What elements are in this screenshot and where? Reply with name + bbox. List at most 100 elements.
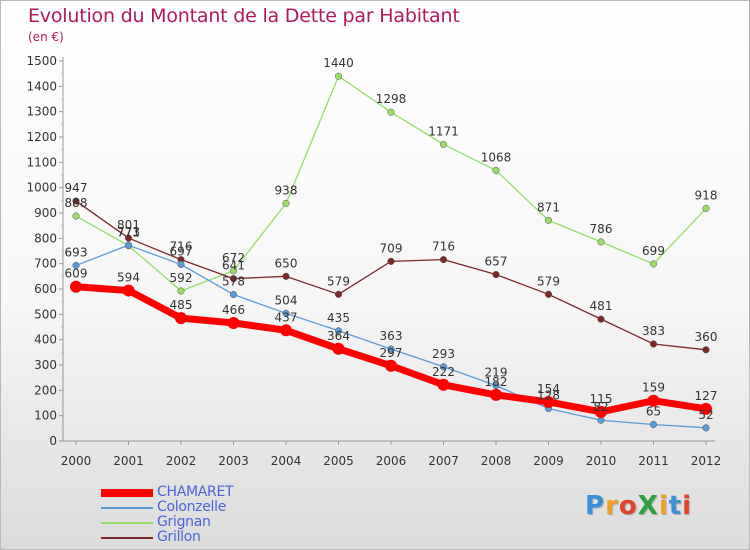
data-label: 128 [537, 389, 560, 403]
data-label: 65 [646, 405, 661, 419]
logo-letter: i [682, 491, 693, 521]
data-point [280, 324, 292, 337]
data-label: 297 [380, 346, 403, 360]
data-point [124, 234, 133, 242]
data-label: 504 [275, 293, 298, 307]
logo-letter: i [658, 491, 669, 521]
y-tick-label: 500 [34, 307, 57, 321]
x-tick-label: 2005 [323, 454, 354, 468]
data-point [492, 166, 500, 174]
data-label: 363 [380, 329, 403, 343]
data-point [492, 381, 500, 390]
data-point [439, 256, 448, 264]
data-label: 699 [642, 244, 665, 258]
y-tick-label: 1300 [26, 105, 57, 119]
y-tick-label: 700 [34, 257, 57, 271]
data-label: 466 [222, 303, 245, 317]
legend-label-grignan: Grignan [157, 514, 211, 530]
data-label: 383 [642, 324, 665, 338]
logo-letter: t [668, 491, 683, 521]
chart-title: Evolution du Montant de la Dette par Hab… [28, 5, 460, 27]
series-chamaret [70, 280, 712, 418]
data-label: 1298 [376, 92, 407, 106]
data-point [595, 405, 607, 418]
data-label: 154 [537, 382, 560, 396]
data-label: 579 [537, 274, 560, 288]
x-tick-label: 2008 [481, 454, 512, 468]
data-label: 773 [117, 225, 140, 239]
data-point [177, 287, 185, 295]
data-label: 888 [65, 196, 88, 210]
data-label: 594 [117, 271, 140, 285]
data-point [229, 291, 238, 299]
data-point [437, 378, 450, 391]
data-point [439, 140, 448, 148]
legend-swatch-chamaret [101, 489, 153, 497]
data-point [700, 402, 712, 415]
logo-letter: X [637, 491, 659, 521]
x-tick-label: 2011 [638, 454, 669, 468]
data-point [544, 216, 553, 224]
legend-swatch-colonzelle [101, 507, 153, 509]
data-label: 182 [485, 375, 508, 389]
data-point [229, 267, 238, 275]
legend-swatch-grillon [101, 537, 153, 539]
data-label: 52 [698, 408, 713, 422]
data-point [122, 284, 135, 297]
legend: CHAMARET Colonzelle Grignan Grillon [101, 484, 401, 545]
data-label: 364 [327, 329, 350, 343]
x-tick-label: 2003 [218, 454, 249, 468]
x-tick-label: 2004 [271, 454, 302, 468]
data-point [597, 416, 605, 424]
data-point [387, 345, 395, 353]
data-point [229, 275, 238, 283]
legend-item-colonzelle: Colonzelle [101, 499, 401, 515]
data-point [72, 261, 80, 269]
data-label: 485 [170, 298, 193, 312]
x-tick-label: 2002 [166, 454, 197, 468]
legend-item-grignan: Grignan [101, 514, 401, 530]
data-point [387, 257, 395, 265]
data-label: 693 [65, 245, 88, 259]
data-point [702, 346, 710, 354]
data-label: 1171 [428, 124, 459, 138]
logo-letter: P [585, 491, 606, 521]
chart-axes: 0 100 200 300 400 500 600 700 800 900 1000 1100 1200… [26, 54, 721, 468]
data-label: 609 [65, 267, 88, 281]
data-point [439, 363, 448, 371]
series-layer [70, 72, 712, 432]
data-label: 918 [695, 188, 718, 202]
y-tick-label: 200 [34, 383, 57, 397]
data-label: 360 [695, 330, 718, 344]
data-label: 481 [590, 299, 613, 313]
data-point [70, 280, 82, 293]
x-tick-label: 2006 [376, 454, 407, 468]
data-label: 709 [380, 241, 403, 255]
data-point [702, 424, 710, 432]
legend-item-chamaret: CHAMARET [101, 484, 401, 500]
data-point [492, 271, 500, 279]
data-point [544, 290, 553, 298]
data-point [282, 272, 290, 280]
y-tick-label: 100 [34, 409, 57, 423]
y-tick-label: 800 [34, 231, 57, 245]
data-label: 115 [590, 392, 613, 406]
data-label: 592 [170, 271, 193, 285]
data-point [332, 342, 345, 355]
data-point [282, 309, 290, 317]
data-point [542, 395, 555, 408]
data-label: 82 [593, 400, 608, 414]
data-label: 293 [432, 347, 455, 361]
data-point [175, 312, 187, 325]
proxiti-logo: ProXiti [585, 491, 692, 521]
y-tick-label: 1400 [26, 79, 57, 93]
data-label: 947 [65, 181, 88, 195]
data-point [227, 316, 240, 329]
data-label: 435 [327, 311, 350, 325]
data-label: 159 [642, 381, 665, 395]
data-point [334, 290, 343, 298]
data-point [387, 108, 395, 116]
data-point [124, 241, 133, 249]
